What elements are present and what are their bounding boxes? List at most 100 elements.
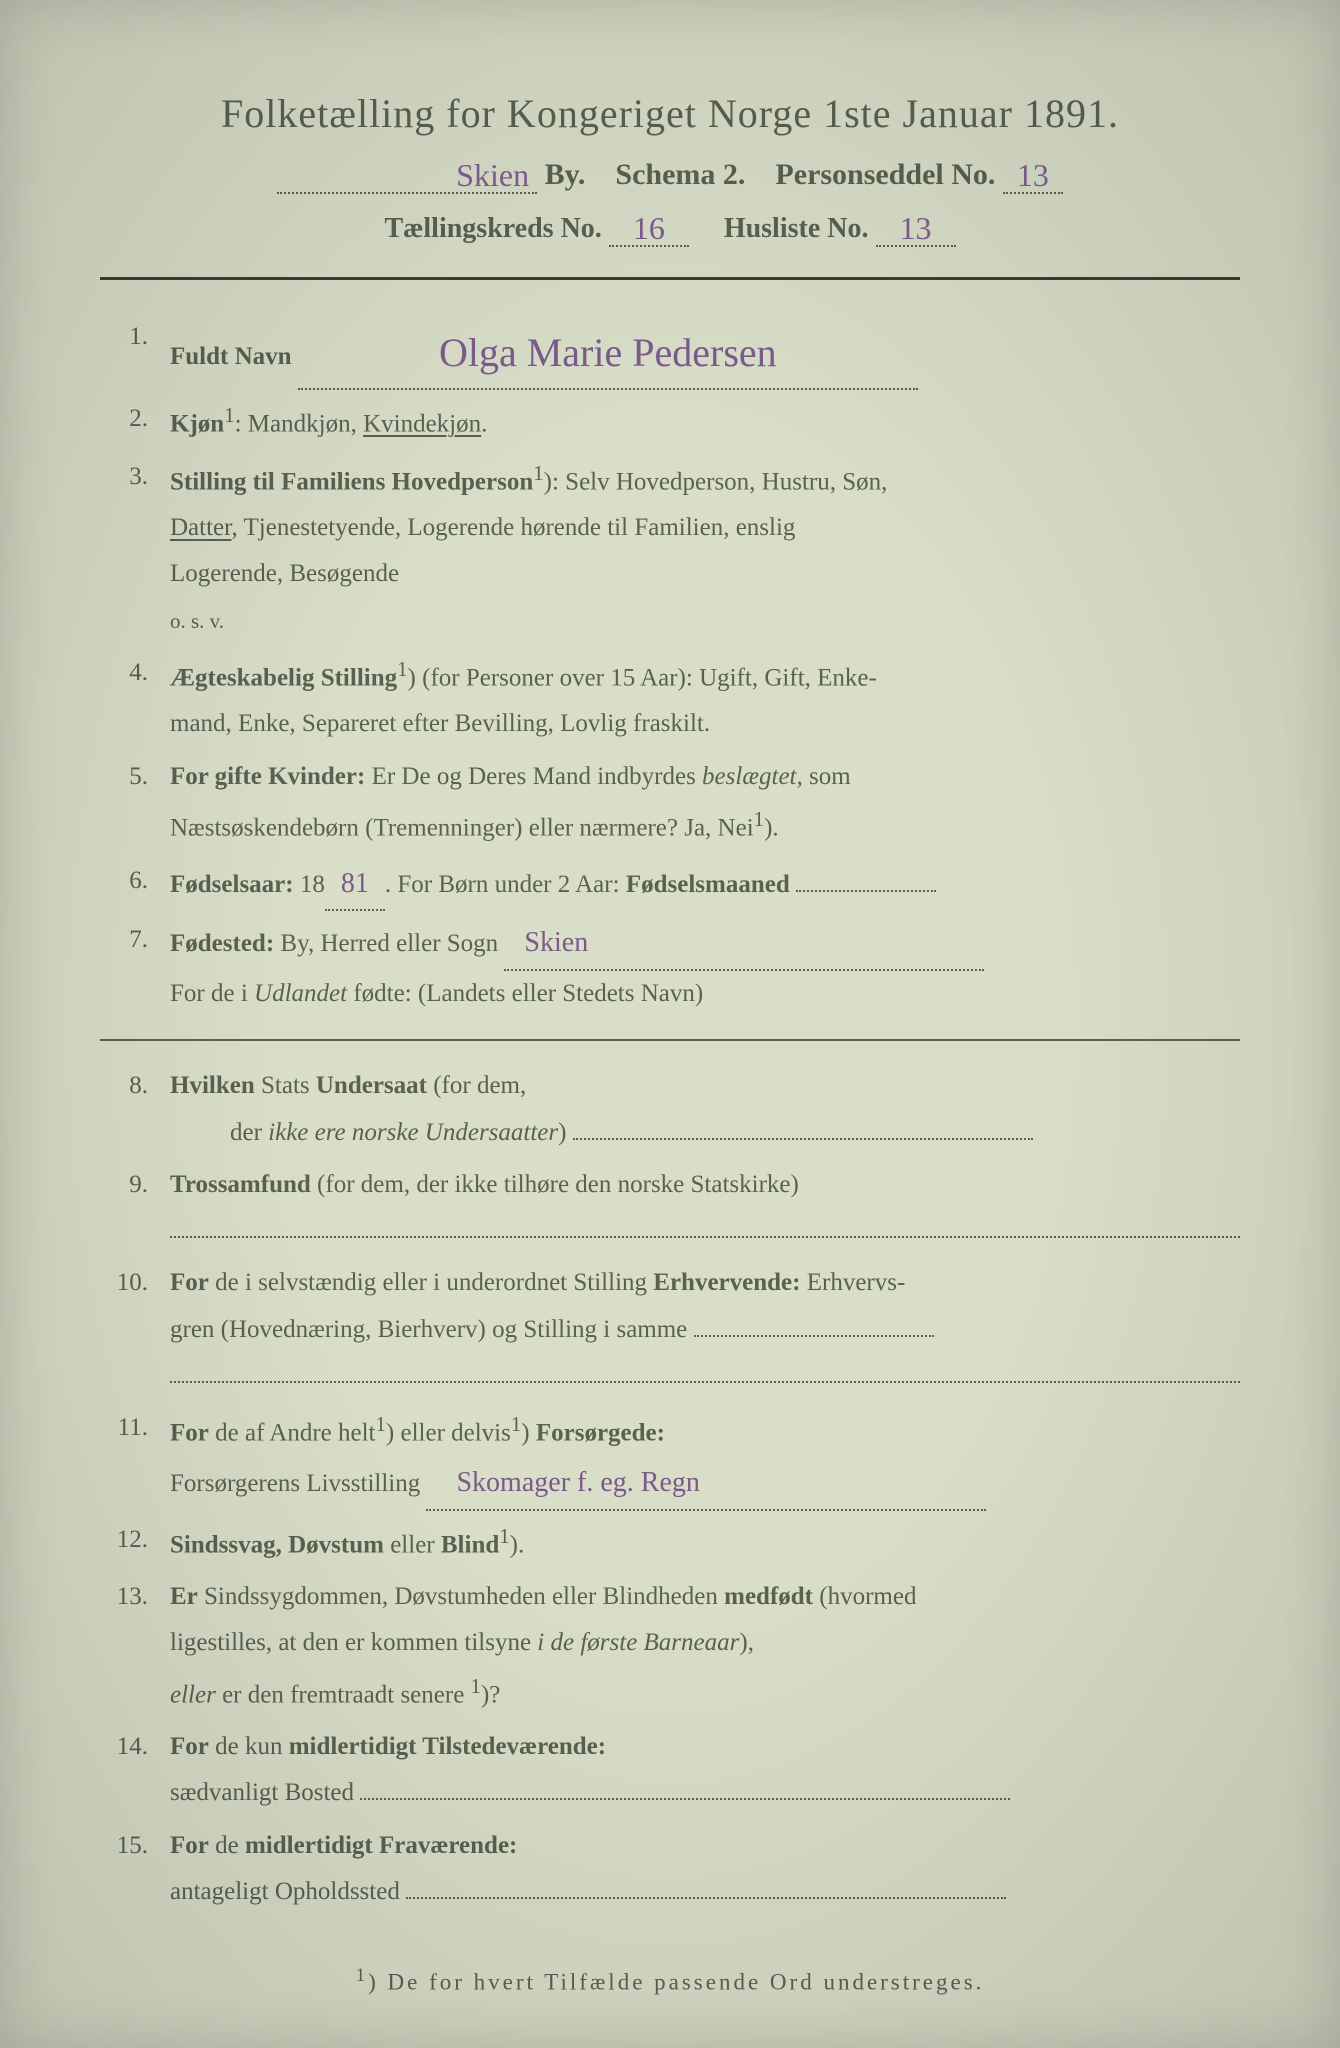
kreds-no-field: 16 xyxy=(609,208,689,247)
text: ) xyxy=(521,1419,536,1446)
provider-value: Skomager f. eg. Regn xyxy=(456,1467,699,1498)
item-num: 15. xyxy=(100,1823,170,1916)
label: For gifte Kvinder: xyxy=(170,763,365,790)
husliste-label: Husliste No. xyxy=(724,213,869,244)
person-no: 13 xyxy=(1017,157,1049,193)
text: de af Andre helt xyxy=(209,1419,376,1446)
header: Folketælling for Kongeriget Norge 1ste J… xyxy=(100,90,1240,247)
item-body: Hvilken Stats Undersaat (for dem, der ik… xyxy=(170,1063,1240,1156)
text: fødte: (Landets eller Stedets Navn) xyxy=(347,980,703,1007)
item-body: Kjøn1: Mandkjøn, Kvindekjøn. xyxy=(170,396,1240,448)
item-15: 15. For de midlertidigt Fraværende: anta… xyxy=(100,1823,1240,1916)
text: mand, Enke, Separeret efter Bevilling, L… xyxy=(170,710,710,737)
text: . For Børn under 2 Aar: xyxy=(385,871,626,898)
label: Fødested: xyxy=(170,930,274,957)
text: ), xyxy=(739,1629,754,1656)
text: sædvanligt Bosted xyxy=(170,1779,354,1806)
label2: midlertidigt Fraværende: xyxy=(245,1832,517,1859)
divider xyxy=(100,1039,1240,1041)
label2: Fødselsmaaned xyxy=(626,871,790,898)
item-num: 12. xyxy=(100,1517,170,1569)
item-8: 8. Hvilken Stats Undersaat (for dem, der… xyxy=(100,1063,1240,1156)
sup: 1 xyxy=(754,807,764,831)
sup: 1 xyxy=(397,657,407,681)
subtitle-row-1: Skien By. Schema 2. Personseddel No. 13 xyxy=(100,155,1240,194)
item-num: 5. xyxy=(100,754,170,852)
italic: eller xyxy=(170,1681,216,1708)
text: Næstsøskendebørn (Tremenninger) eller næ… xyxy=(170,814,754,841)
item-body: Fødselsaar: 1881. For Børn under 2 Aar: … xyxy=(170,858,1240,912)
item-body: Ægteskabelig Stilling1) (for Personer ov… xyxy=(170,650,1240,748)
field xyxy=(573,1138,1033,1140)
provider-field: Skomager f. eg. Regn xyxy=(426,1457,986,1511)
field xyxy=(170,1236,1240,1238)
main-title: Folketælling for Kongeriget Norge 1ste J… xyxy=(100,90,1240,137)
text: ligestilles, at den er kommen tilsyne xyxy=(170,1629,537,1656)
text: (for dem, xyxy=(427,1072,526,1099)
label2: Blind xyxy=(441,1531,499,1558)
text: som xyxy=(803,763,851,790)
sup: 1 xyxy=(224,403,234,427)
item-1: 1. Fuldt Navn Olga Marie Pedersen xyxy=(100,314,1240,390)
item-body: For gifte Kvinder: Er De og Deres Mand i… xyxy=(170,754,1240,852)
husliste-no: 13 xyxy=(900,210,932,246)
text: (for dem, der ikke tilhøre den norske St… xyxy=(311,1171,799,1198)
sup: 1 xyxy=(533,461,543,485)
month-field xyxy=(796,890,936,892)
text: 18 xyxy=(294,871,325,898)
text: ). xyxy=(510,1531,525,1558)
item-body: Er Sindssygdommen, Døvstumheden eller Bl… xyxy=(170,1574,1240,1718)
item-num: 1. xyxy=(100,314,170,390)
item-body: Sindssvag, Døvstum eller Blind1). xyxy=(170,1517,1240,1569)
item-10: 10. For de i selvstændig eller i underor… xyxy=(100,1260,1240,1399)
item-body: For de kun midlertidigt Tilstedeværende:… xyxy=(170,1724,1240,1817)
text: For de i xyxy=(170,980,254,1007)
label: Trossamfund xyxy=(170,1171,311,1198)
item-2: 2. Kjøn1: Mandkjøn, Kvindekjøn. xyxy=(100,396,1240,448)
label: Stilling til Familiens Hovedperson xyxy=(170,468,533,495)
label2: midlertidigt Tilstedeværende: xyxy=(289,1733,606,1760)
item-body: For de af Andre helt1) eller delvis1) Fo… xyxy=(170,1405,1240,1510)
husliste-no-field: 13 xyxy=(876,208,956,247)
item-num: 2. xyxy=(100,396,170,448)
item-num: 11. xyxy=(100,1405,170,1510)
item-body: For de i selvstændig eller i underordnet… xyxy=(170,1260,1240,1399)
item-num: 4. xyxy=(100,650,170,748)
label: Er xyxy=(170,1583,198,1610)
label: Fødselsaar: xyxy=(170,871,294,898)
italic: Udlandet xyxy=(254,980,347,1007)
year-value: 81 xyxy=(341,868,369,899)
text: , Tjenestetyende, Logerende hørende til … xyxy=(231,514,795,541)
label: Kjøn xyxy=(170,410,224,437)
text: Stats xyxy=(255,1072,316,1099)
subtitle-row-2: Tællingskreds No. 16 Husliste No. 13 xyxy=(100,208,1240,247)
text: ): Selv Hovedperson, Hustru, Søn, xyxy=(544,468,888,495)
label2: Forsørgede: xyxy=(536,1419,665,1446)
city-field: Skien xyxy=(277,155,537,194)
text: Forsørgerens Livsstilling xyxy=(170,1470,420,1497)
item-num: 10. xyxy=(100,1260,170,1399)
text: de xyxy=(209,1832,245,1859)
text: : Mandkjøn, xyxy=(235,410,363,437)
person-no-field: 13 xyxy=(1003,155,1063,194)
italic: ikke ere norske Undersaatter xyxy=(268,1119,558,1146)
item-num: 14. xyxy=(100,1724,170,1817)
label: For xyxy=(170,1269,209,1296)
label: For xyxy=(170,1733,209,1760)
item-14: 14. For de kun midlertidigt Tilstedevære… xyxy=(100,1724,1240,1817)
text: eller xyxy=(384,1531,441,1558)
item-body: Fødested: By, Herred eller Sogn Skien Fo… xyxy=(170,917,1240,1017)
item-body: Stilling til Familiens Hovedperson1): Se… xyxy=(170,454,1240,644)
text: Hvilken xyxy=(170,1072,255,1099)
text: ). xyxy=(764,814,779,841)
field xyxy=(170,1381,1240,1383)
item-6: 6. Fødselsaar: 1881. For Børn under 2 Aa… xyxy=(100,858,1240,912)
text: By, Herred eller Sogn xyxy=(274,930,498,957)
text: gren (Hovednæring, Bierhverv) og Stillin… xyxy=(170,1316,687,1343)
item-13: 13. Er Sindssygdommen, Døvstumheden elle… xyxy=(100,1574,1240,1718)
underlined: Kvindekjøn xyxy=(363,410,481,437)
text: (hvormed xyxy=(813,1583,916,1610)
label: For xyxy=(170,1419,209,1446)
text: der xyxy=(230,1119,268,1146)
footnote: 1) De for hvert Tilfælde passende Ord un… xyxy=(100,1965,1240,1996)
